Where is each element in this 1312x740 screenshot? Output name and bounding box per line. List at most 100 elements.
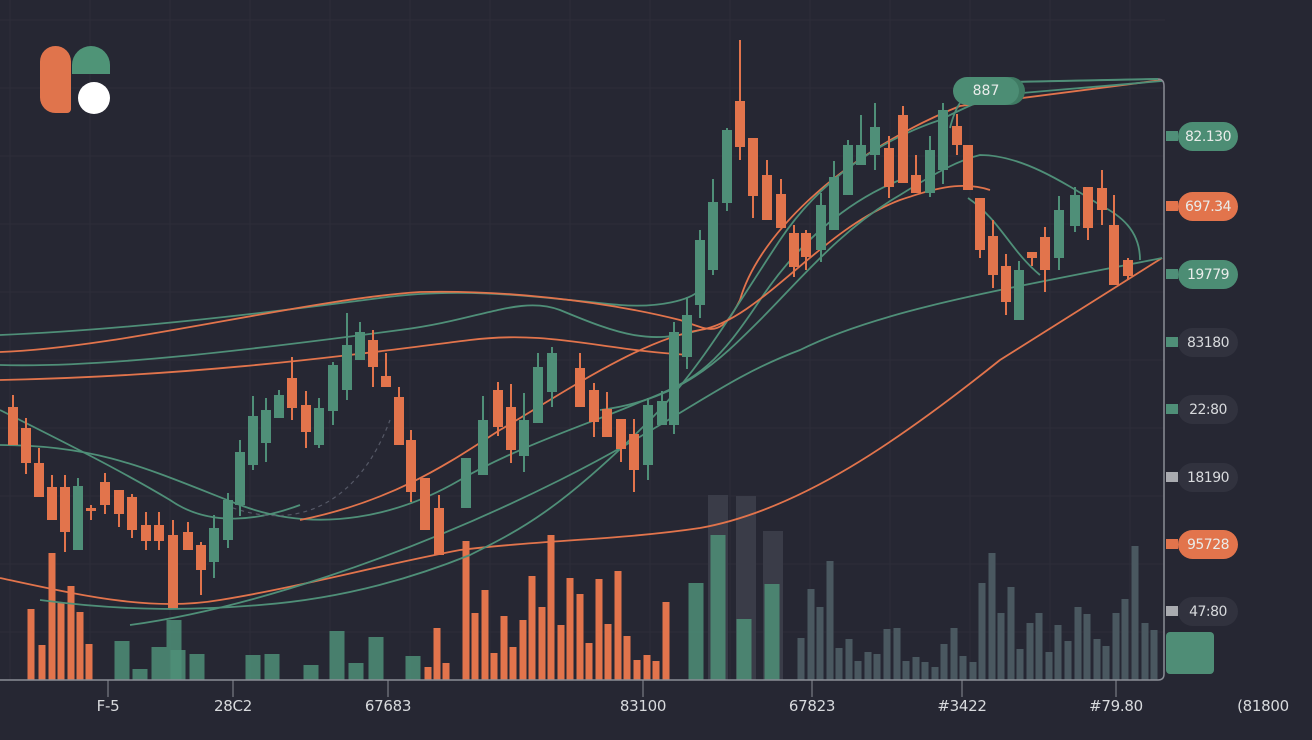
candle-body bbox=[1027, 252, 1037, 258]
candle-body bbox=[223, 500, 233, 540]
candlestick bbox=[643, 398, 653, 480]
plot-border bbox=[0, 78, 1165, 681]
candle-body bbox=[1123, 260, 1133, 276]
candlestick bbox=[602, 392, 612, 437]
volume-bar bbox=[151, 647, 167, 680]
volume-bar bbox=[538, 607, 546, 680]
candle-body bbox=[342, 345, 352, 390]
y-axis-tick-marker bbox=[1166, 269, 1178, 279]
moving-average-line bbox=[0, 304, 701, 367]
callout-label: 887 bbox=[972, 83, 1000, 99]
candle-body bbox=[314, 408, 324, 445]
candle-body bbox=[60, 487, 70, 532]
candlestick bbox=[1083, 187, 1093, 240]
candle-body bbox=[547, 353, 557, 392]
candlestick bbox=[898, 106, 908, 183]
candle-body bbox=[952, 126, 962, 145]
candlestick bbox=[629, 419, 639, 492]
volume-bar bbox=[303, 665, 319, 680]
y-axis-price-label[interactable]: 83180 bbox=[1178, 328, 1238, 357]
candle-body bbox=[73, 486, 83, 550]
candlestick bbox=[314, 398, 324, 448]
logo-orange-shape bbox=[40, 46, 71, 113]
candlestick bbox=[735, 40, 745, 160]
candle-body bbox=[963, 145, 973, 190]
volume-bar bbox=[348, 663, 364, 680]
candle-body bbox=[248, 416, 258, 465]
candlestick bbox=[478, 396, 488, 475]
volume-bar bbox=[1054, 625, 1062, 680]
candlestick bbox=[776, 179, 786, 228]
candlestick bbox=[589, 383, 599, 437]
candlestick bbox=[533, 353, 543, 423]
y-axis-price-label[interactable]: 18190 bbox=[1178, 463, 1238, 492]
callout-connector bbox=[949, 102, 961, 129]
candlestick bbox=[1027, 252, 1037, 266]
candle-body bbox=[682, 315, 692, 357]
volume-bar bbox=[1131, 546, 1139, 680]
candle-body bbox=[669, 332, 679, 425]
candlestick bbox=[355, 322, 365, 360]
candle-body bbox=[47, 487, 57, 520]
candle-body bbox=[1040, 237, 1050, 270]
volume-bar bbox=[893, 628, 901, 680]
volume-bar bbox=[528, 576, 536, 680]
y-axis-price-label[interactable]: 19779 bbox=[1178, 260, 1238, 289]
moving-average-line bbox=[599, 154, 1141, 411]
volume-bar bbox=[329, 631, 345, 680]
volume-bar bbox=[988, 553, 996, 680]
y-axis-price-label[interactable]: 47:80 bbox=[1178, 597, 1238, 626]
volume-bar bbox=[652, 661, 660, 680]
candle-body bbox=[100, 482, 110, 505]
candlestick bbox=[461, 458, 471, 508]
volume-bar bbox=[85, 644, 93, 680]
candlestick bbox=[223, 493, 233, 548]
volume-bar bbox=[1141, 623, 1149, 680]
chart-frame bbox=[0, 78, 1165, 697]
logo-white-circle bbox=[78, 82, 110, 114]
y-axis-price-label[interactable]: 697.34 bbox=[1178, 192, 1238, 221]
volume-bar bbox=[604, 624, 612, 680]
moving-average-line bbox=[0, 179, 901, 521]
volume-bar bbox=[405, 656, 421, 680]
candle-body bbox=[434, 508, 444, 555]
current-price-block[interactable] bbox=[1166, 632, 1214, 674]
candle-body bbox=[643, 405, 653, 465]
volume-bar bbox=[471, 613, 479, 680]
x-axis-label: 83100 bbox=[619, 697, 667, 715]
volume-bar bbox=[576, 594, 584, 680]
candle-body bbox=[975, 198, 985, 250]
moving-average-line bbox=[1009, 80, 1163, 95]
candlestick bbox=[789, 225, 799, 277]
candle-body bbox=[843, 145, 853, 195]
volume-bar bbox=[1102, 646, 1110, 680]
candle-body bbox=[519, 420, 529, 456]
volume-bar bbox=[614, 571, 622, 680]
candlestick bbox=[547, 347, 557, 407]
y-axis-price-label[interactable]: 22:80 bbox=[1178, 395, 1238, 424]
candle-body bbox=[355, 332, 365, 360]
y-axis-price-label[interactable]: 82.130 bbox=[1178, 122, 1238, 151]
candle-body bbox=[127, 497, 137, 530]
y-axis-price-label[interactable]: 95728 bbox=[1178, 530, 1238, 559]
candlestick bbox=[381, 353, 391, 387]
price-callout-badge[interactable]: 887 bbox=[953, 77, 1019, 105]
volume-bars bbox=[27, 535, 1158, 680]
candle-body bbox=[884, 148, 894, 187]
volume-bar bbox=[883, 629, 891, 680]
app-logo[interactable] bbox=[40, 46, 112, 114]
candlestick bbox=[1014, 261, 1024, 320]
candlestick bbox=[1040, 227, 1050, 292]
candle-body bbox=[602, 409, 612, 437]
candlestick bbox=[1070, 187, 1080, 232]
volume-bar bbox=[27, 609, 35, 680]
moving-average-line bbox=[39, 92, 1011, 610]
candle-body bbox=[394, 397, 404, 445]
candle-body bbox=[1001, 266, 1011, 302]
candlestick bbox=[657, 391, 667, 425]
volume-bar bbox=[643, 655, 651, 680]
moving-average-line bbox=[129, 257, 1163, 626]
volume-bar bbox=[940, 644, 948, 680]
volume-bar bbox=[48, 553, 56, 680]
